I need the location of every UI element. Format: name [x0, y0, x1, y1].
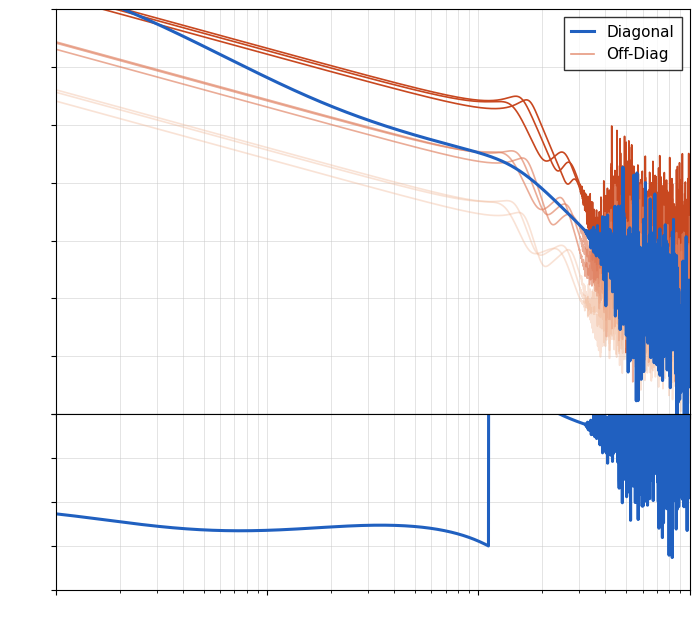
Legend: Diagonal, Off-Diag: Diagonal, Off-Diag	[564, 17, 682, 70]
